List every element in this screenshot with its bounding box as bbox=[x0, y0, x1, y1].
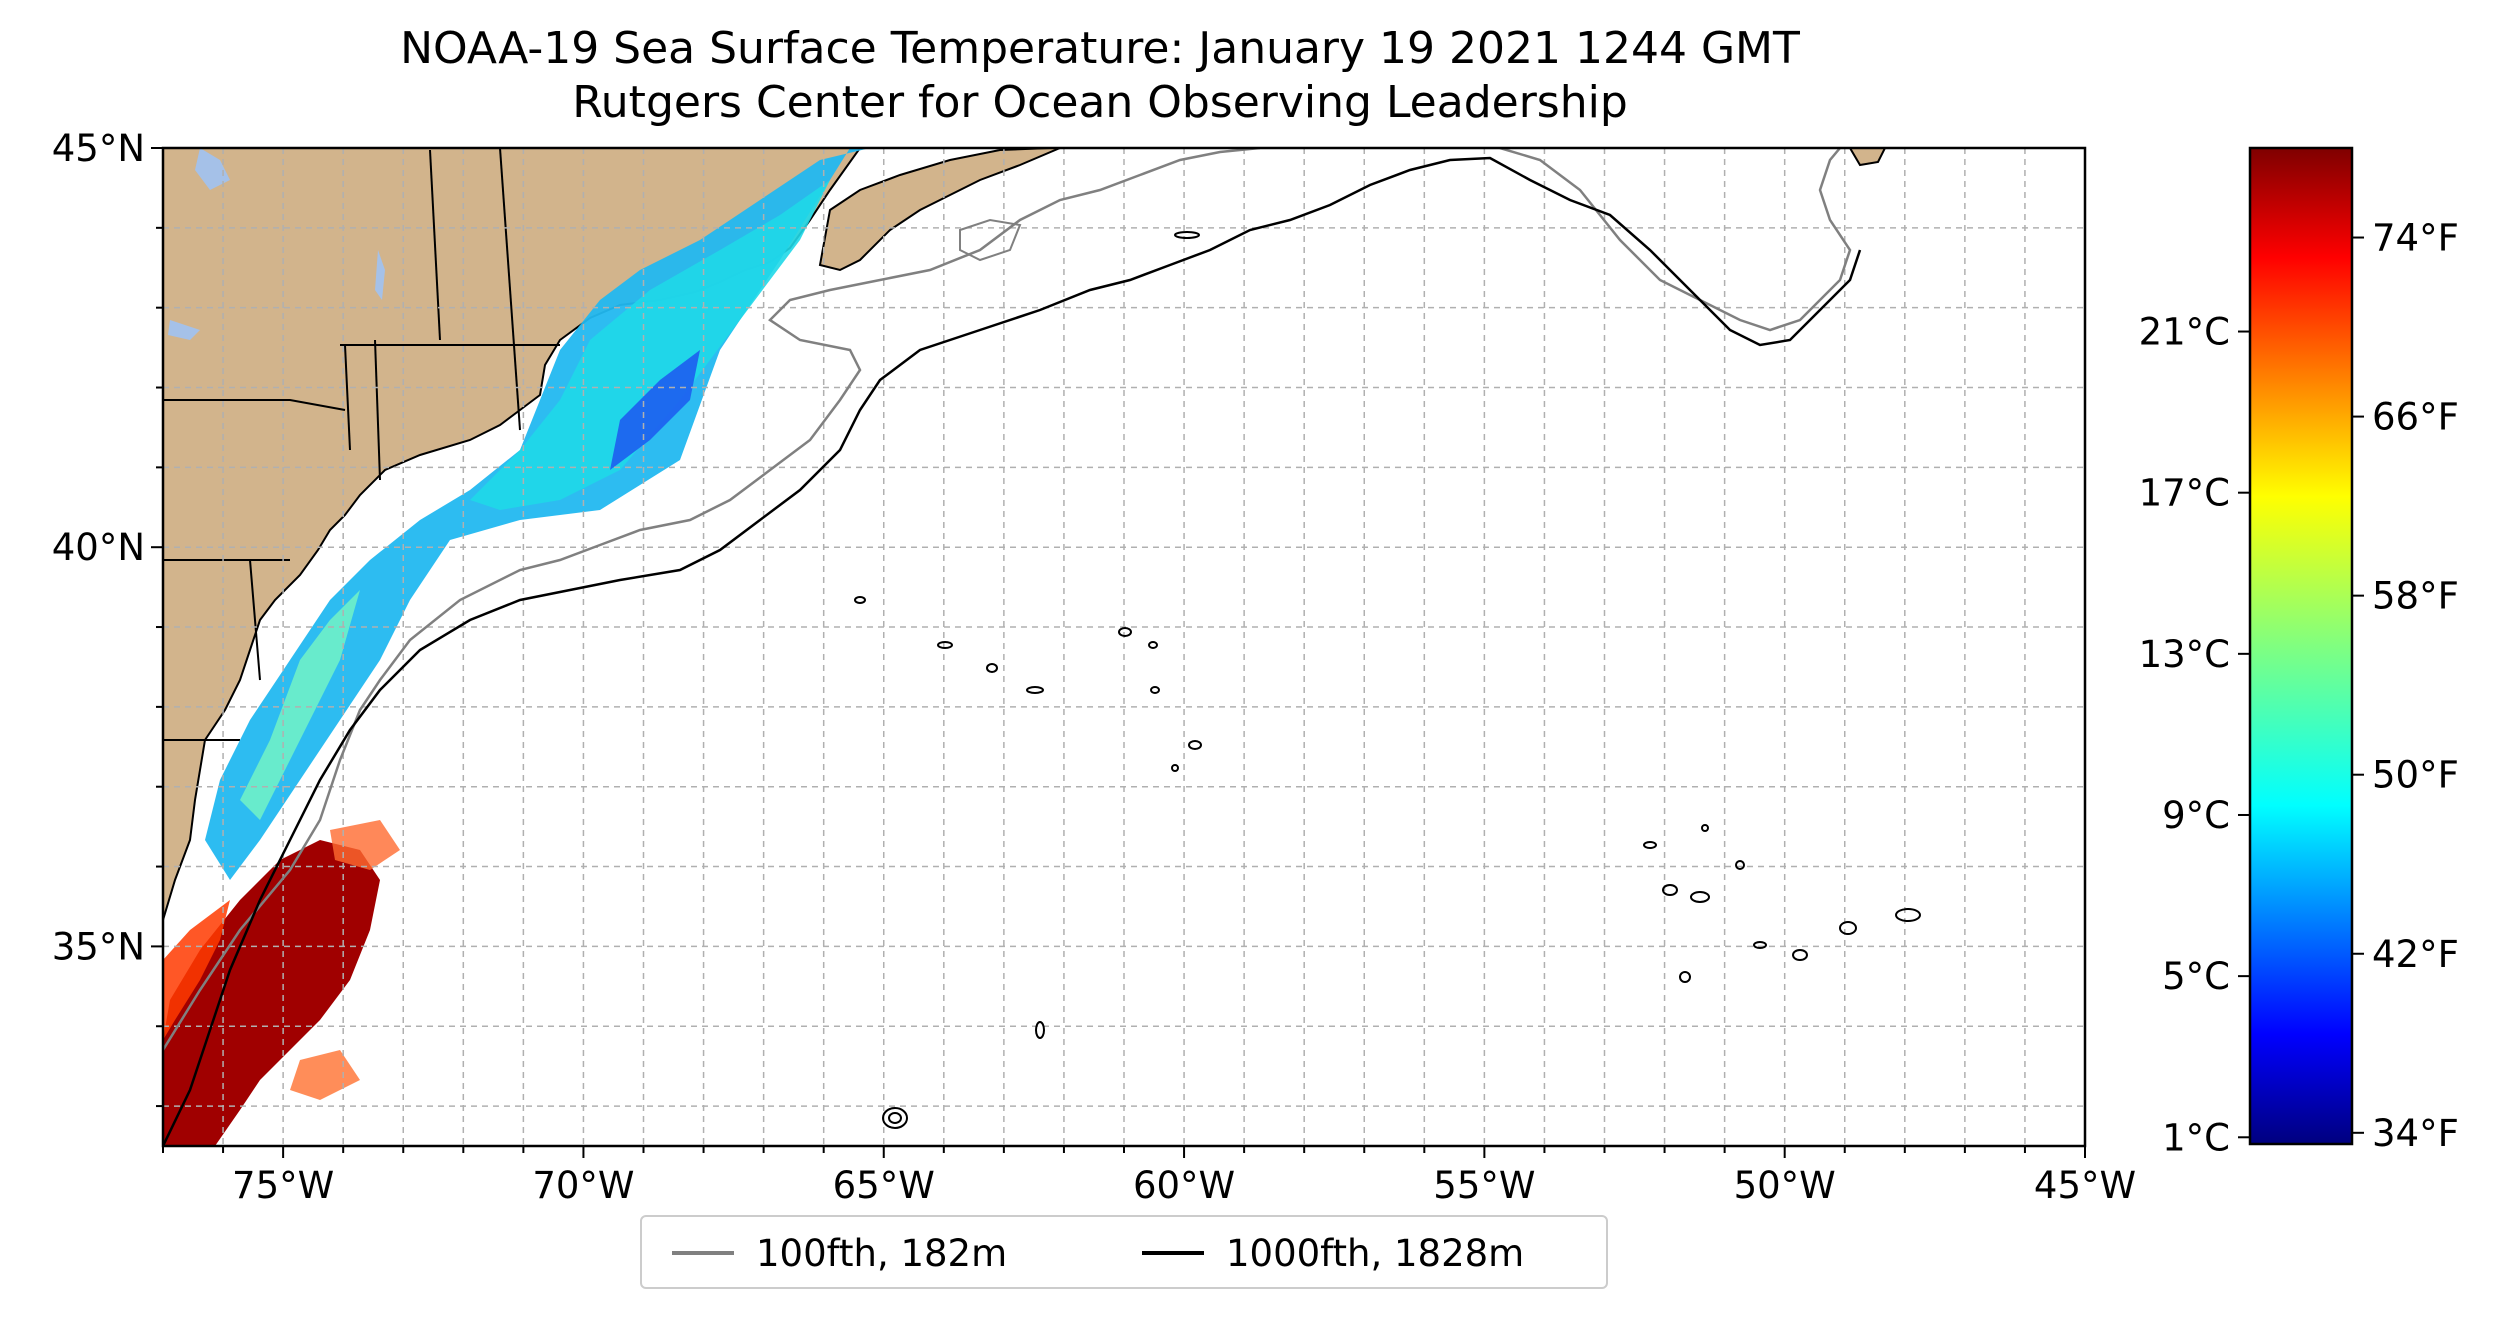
lat-tick-label: 40°N bbox=[52, 526, 145, 569]
legend-line-black bbox=[1142, 1251, 1204, 1255]
sst-gulf-stream bbox=[163, 840, 380, 1146]
lon-tick-label: 50°W bbox=[1734, 1164, 1836, 1207]
colorbar-c-label: 1°C bbox=[2162, 1116, 2230, 1159]
longitude-axis: 75°W 70°W 65°W 60°W 55°W 50°W 45°W bbox=[162, 1146, 2136, 1207]
sst-swath-coast bbox=[240, 590, 360, 820]
map-title: NOAA-19 Sea Surface Temperature: January… bbox=[400, 23, 1800, 74]
isobath-100fth-grand-banks bbox=[1499, 148, 1852, 332]
land-nova-scotia bbox=[818, 148, 1061, 272]
isobath-1000fth bbox=[163, 156, 1862, 1146]
legend-item-100fth: 100fth, 182m bbox=[672, 1217, 1007, 1289]
lake bbox=[168, 320, 200, 340]
legend-label: 100fth, 182m bbox=[756, 1231, 1008, 1275]
sst-swath-blue bbox=[610, 350, 700, 470]
lake bbox=[375, 250, 385, 300]
lon-tick-label: 75°W bbox=[232, 1164, 334, 1207]
latitude-axis: 35°N 40°N 45°N bbox=[52, 127, 163, 1108]
legend-line-gray bbox=[672, 1251, 734, 1255]
colorbar-f-label: 50°F bbox=[2372, 754, 2459, 797]
lake bbox=[195, 148, 230, 190]
isobath-100fth-bank bbox=[959, 218, 1022, 262]
colorbar-c-label: 5°C bbox=[2162, 955, 2230, 998]
seamounts bbox=[854, 231, 1921, 1129]
colorbar-celsius-axis: 1°C 5°C 9°C 13°C 17°C 21°C bbox=[2139, 311, 2250, 1159]
lon-tick-label: 55°W bbox=[1433, 1164, 1535, 1207]
legend: 100fth, 182m 1000fth, 1828m bbox=[640, 1215, 1608, 1289]
colorbar-f-label: 34°F bbox=[2372, 1112, 2459, 1155]
lon-tick-label: 70°W bbox=[532, 1164, 634, 1207]
colorbar-f-label: 66°F bbox=[2372, 396, 2459, 439]
colorbar-f-label: 58°F bbox=[2372, 575, 2459, 618]
state-borders bbox=[163, 148, 560, 741]
lat-tick-label: 35°N bbox=[52, 925, 145, 968]
legend-label: 1000fth, 1828m bbox=[1226, 1231, 1525, 1275]
sst-warm-patch bbox=[330, 820, 400, 870]
colorbar-f-label: 74°F bbox=[2372, 217, 2459, 260]
map-subtitle: Rutgers Center for Ocean Observing Leade… bbox=[572, 77, 1628, 128]
lat-tick-label: 45°N bbox=[52, 127, 145, 170]
land-newfoundland bbox=[1848, 148, 1887, 167]
sst-swath-mid bbox=[470, 180, 830, 510]
lon-tick-label: 60°W bbox=[1133, 1164, 1235, 1207]
lon-tick-label: 65°W bbox=[833, 1164, 935, 1207]
grid-lines bbox=[163, 148, 2085, 1146]
sst-warm-edge bbox=[163, 900, 230, 1040]
colorbar-c-label: 21°C bbox=[2139, 311, 2230, 354]
colorbar-c-label: 13°C bbox=[2139, 633, 2230, 676]
lon-tick-label: 45°W bbox=[2034, 1164, 2136, 1207]
map-area bbox=[163, 148, 2085, 1146]
colorbar-c-label: 9°C bbox=[2162, 794, 2230, 837]
legend-item-1000fth: 1000fth, 1828m bbox=[1142, 1217, 1524, 1289]
colorbar bbox=[2248, 146, 2354, 1146]
colorbar-c-label: 17°C bbox=[2139, 472, 2230, 515]
colorbar-fahrenheit-axis: 34°F 42°F 50°F 58°F 66°F 74°F bbox=[2352, 217, 2459, 1155]
colorbar-f-label: 42°F bbox=[2372, 933, 2459, 976]
